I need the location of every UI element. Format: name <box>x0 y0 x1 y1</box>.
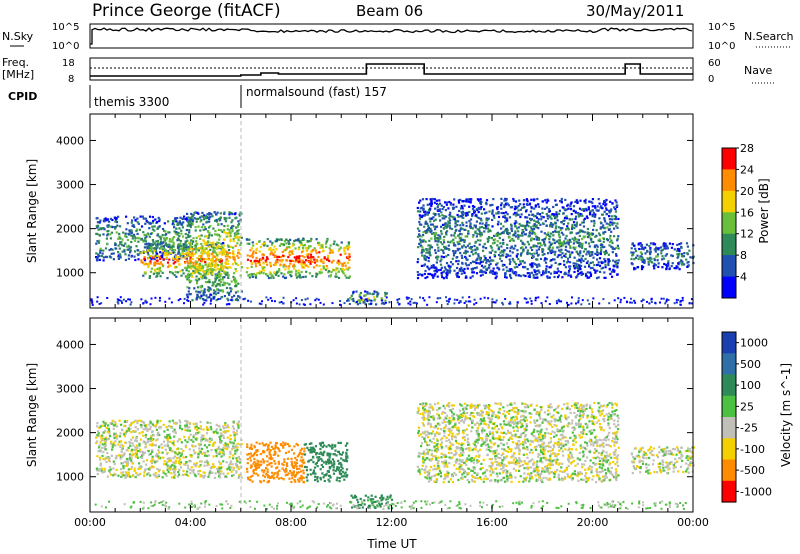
colorbar-swatch <box>722 233 736 256</box>
echo-region <box>303 441 349 483</box>
x-tick-label: 20:00 <box>577 516 609 529</box>
x-tick-label: 08:00 <box>275 516 307 529</box>
colorbar-swatch <box>722 417 736 439</box>
colorbar-swatch <box>722 374 736 397</box>
y-tick-label: 2000 <box>56 427 84 440</box>
y-tick-label: 4000 <box>56 134 84 147</box>
x-tick-label: 04:00 <box>175 516 207 529</box>
cpid-row: CPID themis 3300 normalsound (fast) 157 <box>8 85 387 109</box>
colorbar-tick-label: 24 <box>740 163 754 176</box>
station-title: Prince George (fitACF) <box>92 1 281 21</box>
y-tick-label: 1000 <box>56 471 84 484</box>
colorbar-swatch <box>722 480 736 503</box>
power-panel: 1000 2000 3000 4000 Slant Range [km] <box>25 113 695 309</box>
colorbar-tick-label: -25 <box>740 422 758 435</box>
echo-region <box>95 215 193 262</box>
echo-region <box>245 237 351 280</box>
colorbar-tick-label: 100 <box>740 379 761 392</box>
colorbar-swatch <box>722 395 736 418</box>
echo-region <box>416 401 620 484</box>
colorbar-swatch <box>722 148 736 170</box>
colorbar-tick-label: -100 <box>740 443 765 456</box>
colorbar-tick-label: 12 <box>740 228 754 241</box>
nsky-trace <box>90 27 693 45</box>
y-tick-label: 2000 <box>56 223 84 236</box>
colorbar-swatch <box>722 169 736 192</box>
colorbar-tick-label: 25 <box>740 400 754 413</box>
nsearch-tick-top: 10^5 <box>708 22 735 33</box>
x-tick-label: 00:00 <box>74 516 106 529</box>
power-colorbar-label: Power [dB] <box>757 178 771 243</box>
nsearch-tick-bottom: 10^0 <box>708 41 735 52</box>
colorbar-swatch <box>722 459 736 482</box>
colorbar-tick-label: -500 <box>740 464 765 477</box>
colorbar-swatch <box>722 438 736 461</box>
power-axes-frame <box>89 113 694 309</box>
echo-region <box>95 419 243 479</box>
colorbar-tick-label: 8 <box>740 249 747 262</box>
xaxis-label: Time UT <box>366 537 417 551</box>
x-tick-label: 12:00 <box>376 516 408 529</box>
colorbar-swatch <box>722 212 736 235</box>
cpid-block-2: normalsound (fast) 157 <box>246 85 387 99</box>
echo-region <box>630 445 696 475</box>
velocity-colorbar-label: Velocity [m s^-1] <box>779 363 793 467</box>
colorbar-swatch <box>722 332 736 354</box>
nsky-tick-top: 10^5 <box>52 22 79 33</box>
nave-label: Nave <box>744 64 772 77</box>
freq-strip: Freq. [MHz] 18 8 60 0 Nave <box>2 56 776 85</box>
near-range-band <box>90 296 694 306</box>
colorbar-tick-label: 500 <box>740 358 761 371</box>
echo-region <box>630 242 695 271</box>
freq-label-line2: [MHz] <box>2 68 34 81</box>
cpid-block-1: themis 3300 <box>94 95 169 109</box>
velocity-axes-frame <box>89 317 694 513</box>
velocity-colorbar: 1000 500 100 25 -25 -100 -500 -1000 Velocity [m… <box>721 331 793 503</box>
echo-region <box>185 211 243 302</box>
power-colorbar: 4 8 12 16 20 24 28 Power [dB] <box>721 142 771 299</box>
y-tick-label: 1000 <box>56 267 84 280</box>
freq-tick-top: 18 <box>62 58 75 69</box>
freq-label-line1: Freq. <box>2 56 29 69</box>
x-tick-label: 16:00 <box>476 516 508 529</box>
colorbar-tick-label: 4 <box>740 271 747 284</box>
freq-tick-bottom: 8 <box>68 74 74 85</box>
power-ylabel: Slant Range [km] <box>25 159 39 263</box>
nsearch-label: N.Search <box>744 30 794 43</box>
nave-tick-top: 60 <box>708 58 721 69</box>
freq-trace <box>90 63 693 77</box>
y-tick-label: 4000 <box>56 338 84 351</box>
nsky-strip: N.Sky 10^5 10^0 10^5 10^0 N.Search <box>2 22 794 52</box>
colorbar-swatch <box>722 190 736 213</box>
echo-region <box>349 290 389 306</box>
y-tick-label: 3000 <box>56 179 84 192</box>
colorbar-tick-label: 28 <box>740 142 754 155</box>
colorbar-tick-label: 16 <box>740 206 754 219</box>
colorbar-tick-label: -1000 <box>740 485 772 498</box>
near-range-band <box>94 500 687 510</box>
echo-region <box>246 441 306 484</box>
velocity-ylabel: Slant Range [km] <box>25 363 39 467</box>
nsky-tick-bottom: 10^0 <box>52 41 79 52</box>
cpid-label: CPID <box>8 90 37 103</box>
beam-title: Beam 06 <box>356 2 423 20</box>
colorbar-tick-label: 20 <box>740 185 754 198</box>
colorbar-swatch <box>722 276 736 299</box>
colorbar-swatch <box>722 255 736 277</box>
colorbar-swatch <box>722 353 736 376</box>
date-title: 30/May/2011 <box>586 2 684 20</box>
echo-region <box>416 197 620 280</box>
velocity-panel: 1000 2000 3000 4000 00:00 04:00 08:00 12:00 16:… <box>25 317 709 551</box>
nave-tick-bottom: 0 <box>708 74 714 85</box>
x-tick-label: 00:00 <box>677 516 709 529</box>
nsky-label: N.Sky <box>2 30 34 43</box>
colorbar-tick-label: 1000 <box>740 337 768 350</box>
y-tick-label: 3000 <box>56 383 84 396</box>
